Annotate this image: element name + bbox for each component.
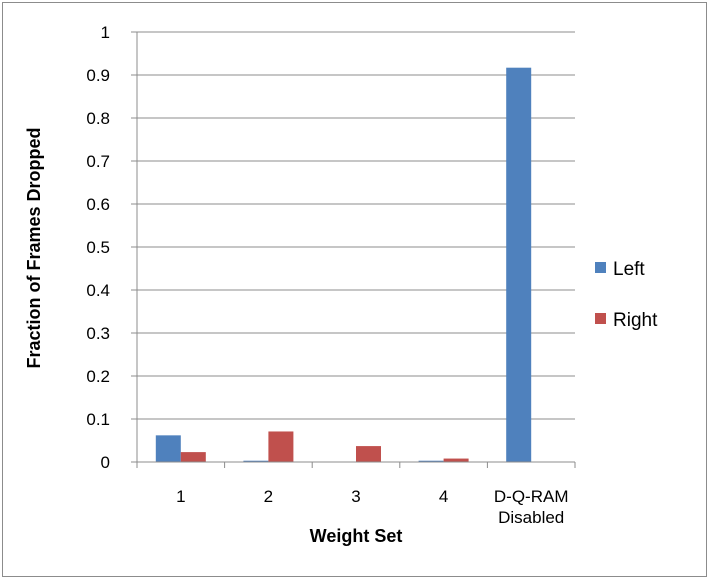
gridlines	[137, 31, 575, 420]
legend-label-left: Left	[613, 259, 645, 280]
x-axis-title: Weight Set	[310, 526, 403, 546]
y-axis-title: Fraction of Frames Dropped	[24, 127, 44, 368]
bar-left-1	[155, 435, 181, 462]
bar-right-2	[268, 431, 294, 462]
legend-swatch-left	[595, 262, 606, 273]
y-tick-label: 0.3	[86, 324, 110, 343]
bar-right-1	[180, 452, 206, 462]
x-tick-label: 2	[264, 487, 273, 506]
y-tick-label: 0.2	[86, 367, 110, 386]
y-tick-label: 0.9	[86, 66, 110, 85]
legend-label-right: Right	[613, 310, 658, 331]
y-tick-label: 0.8	[86, 109, 110, 128]
bar-right-3	[356, 446, 381, 462]
axes	[131, 31, 576, 468]
y-tick-label: 0.1	[86, 410, 110, 429]
legend-swatch-right	[595, 313, 606, 324]
bar-right-4	[443, 458, 469, 462]
x-tick-label: 1	[176, 487, 185, 506]
y-tick-label: 1	[101, 23, 110, 42]
y-tick-label: 0.7	[86, 152, 110, 171]
y-tick-label: 0.5	[86, 238, 110, 257]
tick-labels: 0 0.1 0.2 0.3 0.4 0.5 0.6 0.7 0.8 0.9 1 1 2 3 4 D-Q-RAM…	[86, 23, 568, 527]
y-tick-label: 0	[101, 453, 110, 472]
legend: Left Right	[595, 259, 658, 331]
x-tick-label: Disabled	[498, 508, 564, 527]
x-tick-label: D-Q-RAM	[494, 487, 569, 506]
x-tick-label: 3	[351, 487, 360, 506]
x-tick-label: 4	[439, 487, 448, 506]
bar-left-4	[418, 460, 444, 462]
y-tick-label: 0.6	[86, 195, 110, 214]
y-tick-label: 0.4	[86, 281, 110, 300]
bars	[155, 67, 532, 462]
bar-left-2	[243, 460, 269, 462]
bar-left-5	[506, 67, 532, 462]
